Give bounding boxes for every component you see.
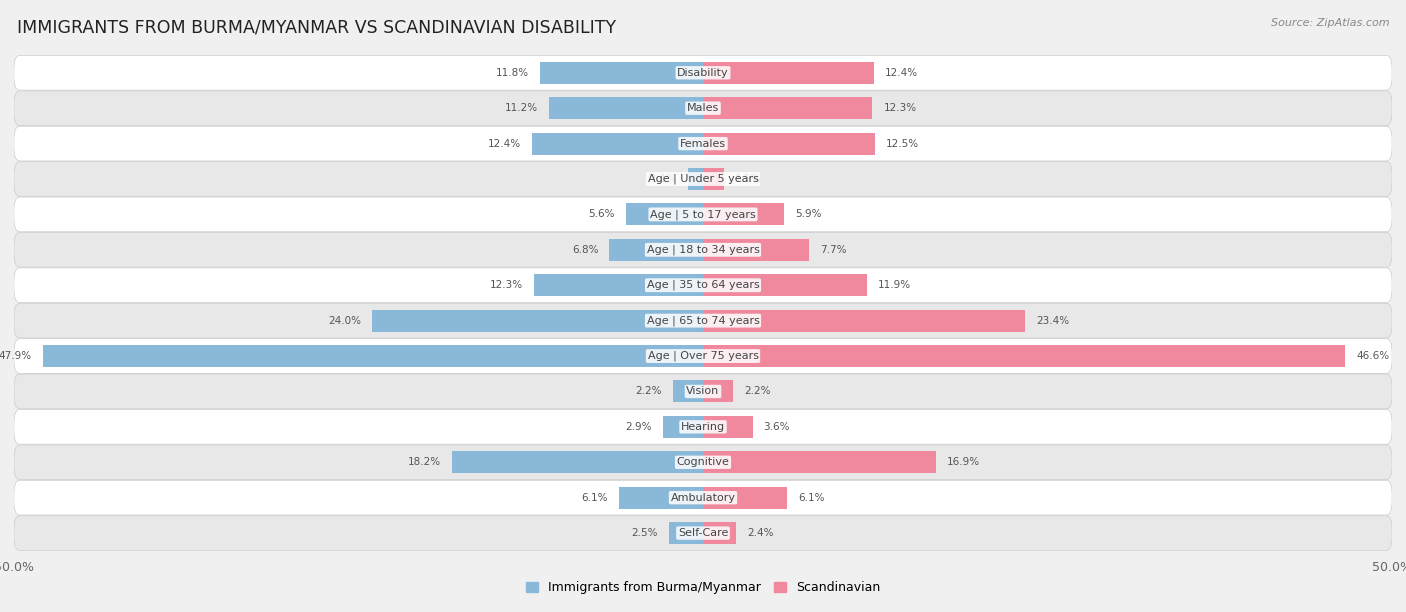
Bar bbox=[672, 381, 703, 403]
Bar bbox=[533, 274, 703, 296]
Bar bbox=[703, 451, 936, 473]
FancyBboxPatch shape bbox=[14, 516, 1392, 550]
Bar bbox=[44, 345, 703, 367]
Text: 7.7%: 7.7% bbox=[820, 245, 846, 255]
Text: Source: ZipAtlas.com: Source: ZipAtlas.com bbox=[1271, 18, 1389, 28]
Text: 12.3%: 12.3% bbox=[489, 280, 523, 290]
Bar bbox=[664, 416, 703, 438]
FancyBboxPatch shape bbox=[14, 268, 1392, 302]
Bar bbox=[703, 274, 868, 296]
Text: 24.0%: 24.0% bbox=[328, 316, 361, 326]
Text: 2.5%: 2.5% bbox=[631, 528, 658, 538]
Text: 3.6%: 3.6% bbox=[763, 422, 790, 432]
Bar bbox=[609, 239, 703, 261]
Bar bbox=[703, 381, 734, 403]
Text: 2.2%: 2.2% bbox=[636, 386, 662, 397]
Text: 5.6%: 5.6% bbox=[588, 209, 614, 220]
Text: Vision: Vision bbox=[686, 386, 720, 397]
Text: 2.4%: 2.4% bbox=[747, 528, 773, 538]
Text: Self-Care: Self-Care bbox=[678, 528, 728, 538]
Bar bbox=[703, 62, 875, 84]
Bar bbox=[703, 522, 737, 544]
Text: 11.2%: 11.2% bbox=[505, 103, 537, 113]
Bar bbox=[531, 133, 703, 155]
Text: 6.8%: 6.8% bbox=[572, 245, 599, 255]
Text: Age | 18 to 34 years: Age | 18 to 34 years bbox=[647, 245, 759, 255]
Bar bbox=[703, 310, 1025, 332]
Text: 6.1%: 6.1% bbox=[582, 493, 607, 502]
FancyBboxPatch shape bbox=[14, 162, 1392, 196]
Legend: Immigrants from Burma/Myanmar, Scandinavian: Immigrants from Burma/Myanmar, Scandinav… bbox=[520, 576, 886, 599]
Text: Disability: Disability bbox=[678, 68, 728, 78]
Text: 12.3%: 12.3% bbox=[883, 103, 917, 113]
Text: Males: Males bbox=[688, 103, 718, 113]
FancyBboxPatch shape bbox=[14, 409, 1392, 444]
Bar bbox=[703, 133, 875, 155]
FancyBboxPatch shape bbox=[14, 233, 1392, 267]
FancyBboxPatch shape bbox=[14, 197, 1392, 232]
Bar bbox=[703, 345, 1346, 367]
Bar bbox=[688, 168, 703, 190]
Text: 12.4%: 12.4% bbox=[488, 138, 522, 149]
Bar bbox=[703, 97, 873, 119]
Text: Age | 35 to 64 years: Age | 35 to 64 years bbox=[647, 280, 759, 291]
Text: 11.9%: 11.9% bbox=[877, 280, 911, 290]
Bar bbox=[669, 522, 703, 544]
Bar bbox=[619, 487, 703, 509]
Text: 23.4%: 23.4% bbox=[1036, 316, 1070, 326]
Text: Ambulatory: Ambulatory bbox=[671, 493, 735, 502]
Bar bbox=[703, 203, 785, 225]
Text: 16.9%: 16.9% bbox=[946, 457, 980, 468]
FancyBboxPatch shape bbox=[14, 374, 1392, 409]
Text: IMMIGRANTS FROM BURMA/MYANMAR VS SCANDINAVIAN DISABILITY: IMMIGRANTS FROM BURMA/MYANMAR VS SCANDIN… bbox=[17, 18, 616, 36]
Bar bbox=[548, 97, 703, 119]
Text: 2.2%: 2.2% bbox=[744, 386, 770, 397]
Text: 47.9%: 47.9% bbox=[0, 351, 32, 361]
FancyBboxPatch shape bbox=[14, 126, 1392, 161]
FancyBboxPatch shape bbox=[14, 445, 1392, 480]
Text: 6.1%: 6.1% bbox=[799, 493, 824, 502]
FancyBboxPatch shape bbox=[14, 56, 1392, 90]
Bar bbox=[540, 62, 703, 84]
Text: Age | Under 5 years: Age | Under 5 years bbox=[648, 174, 758, 184]
Text: 2.9%: 2.9% bbox=[626, 422, 652, 432]
Text: 12.4%: 12.4% bbox=[884, 68, 918, 78]
Text: Hearing: Hearing bbox=[681, 422, 725, 432]
Text: Age | 5 to 17 years: Age | 5 to 17 years bbox=[650, 209, 756, 220]
Text: 1.5%: 1.5% bbox=[735, 174, 761, 184]
Bar bbox=[373, 310, 703, 332]
Text: 11.8%: 11.8% bbox=[496, 68, 530, 78]
Text: 18.2%: 18.2% bbox=[408, 457, 441, 468]
Text: 12.5%: 12.5% bbox=[886, 138, 920, 149]
Bar bbox=[703, 168, 724, 190]
Text: Age | Over 75 years: Age | Over 75 years bbox=[648, 351, 758, 361]
Bar bbox=[703, 487, 787, 509]
Text: Age | 65 to 74 years: Age | 65 to 74 years bbox=[647, 315, 759, 326]
Bar bbox=[626, 203, 703, 225]
FancyBboxPatch shape bbox=[14, 480, 1392, 515]
FancyBboxPatch shape bbox=[14, 91, 1392, 125]
Text: Cognitive: Cognitive bbox=[676, 457, 730, 468]
FancyBboxPatch shape bbox=[14, 338, 1392, 373]
FancyBboxPatch shape bbox=[14, 304, 1392, 338]
Bar bbox=[703, 416, 752, 438]
Text: 5.9%: 5.9% bbox=[796, 209, 823, 220]
Bar bbox=[703, 239, 808, 261]
Text: 1.1%: 1.1% bbox=[651, 174, 676, 184]
Text: Females: Females bbox=[681, 138, 725, 149]
Text: 46.6%: 46.6% bbox=[1357, 351, 1389, 361]
Bar bbox=[453, 451, 703, 473]
